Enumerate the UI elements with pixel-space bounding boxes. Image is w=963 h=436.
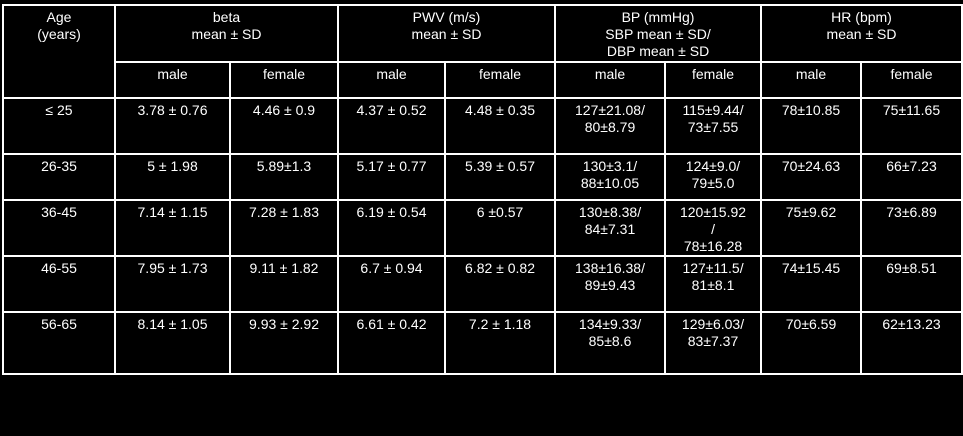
cell-pwv-female: 6.82 ± 0.82 bbox=[444, 255, 556, 313]
header-bp-line3: DBP mean ± SD bbox=[606, 43, 710, 59]
cell-pwv-male: 4.37 ± 0.52 bbox=[337, 97, 446, 155]
cell-age: 26-35 bbox=[2, 153, 116, 201]
table-row: ≤ 25 3.78 ± 0.76 4.46 ± 0.9 4.37 ± 0.52 … bbox=[2, 97, 963, 155]
cell-pwv-male: 6.61 ± 0.42 bbox=[337, 311, 446, 375]
cell-bp-female-sbp: 127±11.5/ bbox=[682, 260, 744, 276]
header-age-line2: (years) bbox=[37, 26, 81, 42]
subheader-hr-male: male bbox=[760, 61, 863, 99]
header-hr-line1: HR (bpm) bbox=[831, 9, 892, 25]
cell-bp-male-sbp: 130±3.1/ bbox=[582, 158, 638, 174]
cell-beta-male: 7.95 ± 1.73 bbox=[114, 255, 231, 313]
cell-pwv-female: 7.2 ± 1.18 bbox=[444, 311, 556, 375]
cell-bp-female-dbp: 83±7.37 bbox=[687, 333, 739, 349]
table-row: 46-55 7.95 ± 1.73 9.11 ± 1.82 6.7 ± 0.94… bbox=[2, 255, 963, 313]
header-age: Age (years) bbox=[2, 4, 116, 99]
cell-bp-male-sbp: 134±9.33/ bbox=[578, 316, 642, 332]
cell-bp-male-dbp: 85±8.6 bbox=[588, 333, 632, 349]
cell-age: ≤ 25 bbox=[2, 97, 116, 155]
header-row: Age (years) beta mean ± SD PWV (m/s) mea… bbox=[2, 4, 963, 99]
header-bp-line1: BP (mmHg) bbox=[621, 9, 695, 25]
cell-bp-female-sbp: 129±6.03/ bbox=[681, 316, 745, 332]
cell-bp-female: 127±11.5/ 81±8.1 bbox=[663, 255, 763, 313]
cell-beta-female: 5.89±1.3 bbox=[229, 153, 339, 201]
cell-beta-male: 8.14 ± 1.05 bbox=[114, 311, 231, 375]
header-beta-line1: beta bbox=[212, 9, 241, 25]
cell-bp-female-slash: / bbox=[711, 221, 715, 237]
header-pwv-line2: mean ± SD bbox=[411, 26, 482, 42]
cell-bp-female: 115±9.44/ 73±7.55 bbox=[663, 97, 763, 155]
cell-bp-male: 138±16.38/ 89±9.43 bbox=[554, 255, 666, 313]
cell-bp-male: 134±9.33/ 85±8.6 bbox=[554, 311, 666, 375]
cell-pwv-female: 5.39 ± 0.57 bbox=[444, 153, 556, 201]
header-pwv-line1: PWV (m/s) bbox=[412, 9, 481, 25]
subheader-row: male female male female male female male… bbox=[3, 61, 963, 99]
cell-beta-male: 5 ± 1.98 bbox=[114, 153, 231, 201]
header-hr: HR (bpm) mean ± SD bbox=[760, 4, 963, 63]
cell-hr-female: 66±7.23 bbox=[860, 153, 963, 201]
subheader-beta-female: female bbox=[229, 61, 339, 99]
cell-hr-female: 75±11.65 bbox=[860, 97, 963, 155]
cell-beta-male: 7.14 ± 1.15 bbox=[114, 199, 231, 257]
cell-bp-male: 130±3.1/ 88±10.05 bbox=[554, 153, 666, 201]
cell-hr-male: 74±15.45 bbox=[760, 255, 863, 313]
cell-bp-female-dbp: 73±7.55 bbox=[687, 119, 739, 135]
header-age-line1: Age bbox=[46, 9, 72, 25]
cell-age: 46-55 bbox=[2, 255, 116, 313]
subheader-pwv-male: male bbox=[337, 61, 446, 99]
table-row: 56-65 8.14 ± 1.05 9.93 ± 2.92 6.61 ± 0.4… bbox=[2, 311, 963, 375]
cell-bp-female: 129±6.03/ 83±7.37 bbox=[663, 311, 763, 375]
cell-pwv-female: 6 ±0.57 bbox=[444, 199, 556, 257]
cell-hr-male: 78±10.85 bbox=[760, 97, 863, 155]
header-pwv: PWV (m/s) mean ± SD bbox=[337, 4, 556, 63]
cell-bp-female: 124±9.0/ 79±5.0 bbox=[663, 153, 763, 201]
cell-bp-female-dbp: 79±5.0 bbox=[691, 175, 735, 191]
cell-pwv-male: 5.17 ± 0.77 bbox=[337, 153, 446, 201]
cell-age: 36-45 bbox=[2, 199, 116, 257]
cell-hr-male: 75±9.62 bbox=[760, 199, 863, 257]
cell-hr-female: 69±8.51 bbox=[860, 255, 963, 313]
cell-bp-male-sbp: 130±8.38/ bbox=[578, 204, 642, 220]
cell-bp-male-dbp: 80±8.79 bbox=[584, 119, 636, 135]
cell-pwv-female: 4.48 ± 0.35 bbox=[444, 97, 556, 155]
cell-bp-female-sbp: 124±9.0/ bbox=[685, 158, 741, 174]
cell-age: 56-65 bbox=[2, 311, 116, 375]
cell-bp-male: 130±8.38/ 84±7.31 bbox=[554, 199, 666, 257]
cell-pwv-male: 6.19 ± 0.54 bbox=[337, 199, 446, 257]
subheader-beta-male: male bbox=[114, 61, 231, 99]
cell-bp-female-sbp: 120±15.92 bbox=[679, 204, 747, 220]
cell-beta-female: 7.28 ± 1.83 bbox=[229, 199, 339, 257]
cell-bp-male-sbp: 138±16.38/ bbox=[575, 260, 645, 276]
table-row: 26-35 5 ± 1.98 5.89±1.3 5.17 ± 0.77 5.39… bbox=[2, 153, 963, 201]
cell-hr-male: 70±24.63 bbox=[760, 153, 863, 201]
header-bp-line2: SBP mean ± SD/ bbox=[605, 26, 711, 42]
cell-bp-male: 127±21.08/ 80±8.79 bbox=[554, 97, 666, 155]
cell-bp-female-sbp: 115±9.44/ bbox=[682, 102, 744, 118]
header-bp: BP (mmHg) SBP mean ± SD/ DBP mean ± SD bbox=[553, 4, 763, 63]
subheader-pwv-female: female bbox=[444, 61, 556, 99]
cell-hr-female: 73±6.89 bbox=[860, 199, 963, 257]
cell-beta-female: 4.46 ± 0.9 bbox=[229, 97, 339, 155]
cell-beta-male: 3.78 ± 0.76 bbox=[114, 97, 231, 155]
subheader-bp-male: male bbox=[554, 61, 666, 99]
cell-beta-female: 9.11 ± 1.82 bbox=[229, 255, 339, 313]
header-beta-line2: mean ± SD bbox=[191, 26, 262, 42]
cell-bp-male-dbp: 84±7.31 bbox=[584, 221, 636, 237]
cell-bp-male-dbp: 89±9.43 bbox=[584, 277, 636, 293]
cell-bp-male-dbp: 88±10.05 bbox=[580, 175, 640, 191]
cell-bp-female: 120±15.92 / 78±16.28 bbox=[663, 199, 763, 257]
subheader-bp-female: female bbox=[663, 61, 763, 99]
cell-hr-male: 70±6.59 bbox=[760, 311, 863, 375]
table-row: 36-45 7.14 ± 1.15 7.28 ± 1.83 6.19 ± 0.5… bbox=[2, 199, 963, 257]
header-beta: beta mean ± SD bbox=[114, 4, 339, 63]
cell-pwv-male: 6.7 ± 0.94 bbox=[337, 255, 446, 313]
cell-beta-female: 9.93 ± 2.92 bbox=[229, 311, 339, 375]
cell-bp-female-dbp: 81±8.1 bbox=[691, 277, 735, 293]
data-table: Age (years) beta mean ± SD PWV (m/s) mea… bbox=[2, 4, 963, 375]
cell-hr-female: 62±13.23 bbox=[860, 311, 963, 375]
cell-bp-male-sbp: 127±21.08/ bbox=[575, 102, 645, 118]
cell-bp-female-dbp: 78±16.28 bbox=[683, 238, 743, 254]
subheader-hr-female: female bbox=[860, 61, 963, 99]
header-hr-line2: mean ± SD bbox=[826, 26, 897, 42]
